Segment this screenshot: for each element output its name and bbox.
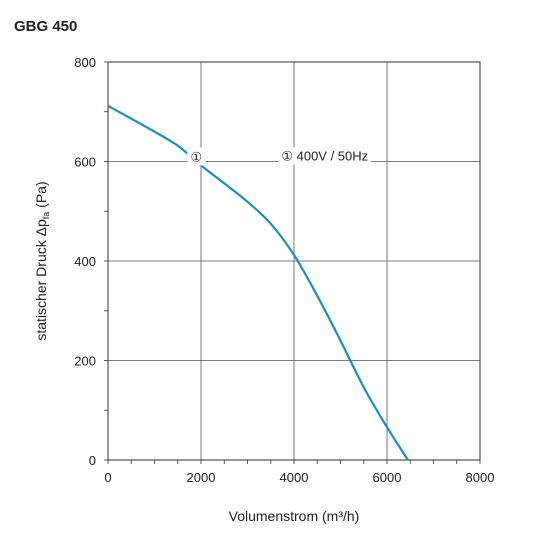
y-tick-label: 400 <box>74 254 96 269</box>
plot-frame <box>107 61 481 461</box>
y-axis-title-suffix: (Pa) <box>33 181 49 211</box>
curve-marker-label: ① <box>191 150 203 165</box>
x-tick-label: 8000 <box>466 470 495 485</box>
x-tick-label: 4000 <box>280 470 309 485</box>
series-line <box>107 104 409 461</box>
chart-title: GBG 450 <box>14 18 78 35</box>
y-tick-label: 800 <box>74 55 96 70</box>
y-axis-title-subscript: fa <box>41 212 51 220</box>
series-label-bg <box>278 147 372 165</box>
y-axis-title-prefix: statischer Druck Δp <box>33 219 49 341</box>
x-tick-label: 2000 <box>187 470 216 485</box>
tick-labels: 0 2000 4000 6000 8000 0 200 400 600 800 <box>74 55 494 485</box>
annotations: ① ① 400V / 50Hz <box>187 147 372 166</box>
curve-marker-bg <box>187 147 206 166</box>
minor-ticks <box>104 61 481 464</box>
curve-marker: ① <box>187 147 206 166</box>
y-axis-title: statischer Druck Δpfa (Pa) <box>33 181 51 340</box>
y-tick-label: 600 <box>74 155 96 170</box>
series-label-text: ① 400V / 50Hz <box>281 149 368 164</box>
x-tick-label: 6000 <box>373 470 402 485</box>
x-axis-title: Volumenstrom (m³/h) <box>229 508 360 524</box>
series-label-annotation: ① 400V / 50Hz <box>278 147 372 165</box>
x-tick-label: 0 <box>104 470 111 485</box>
grid-lines <box>108 62 480 460</box>
y-tick-label: 200 <box>74 354 96 369</box>
y-tick-label: 0 <box>89 453 96 468</box>
